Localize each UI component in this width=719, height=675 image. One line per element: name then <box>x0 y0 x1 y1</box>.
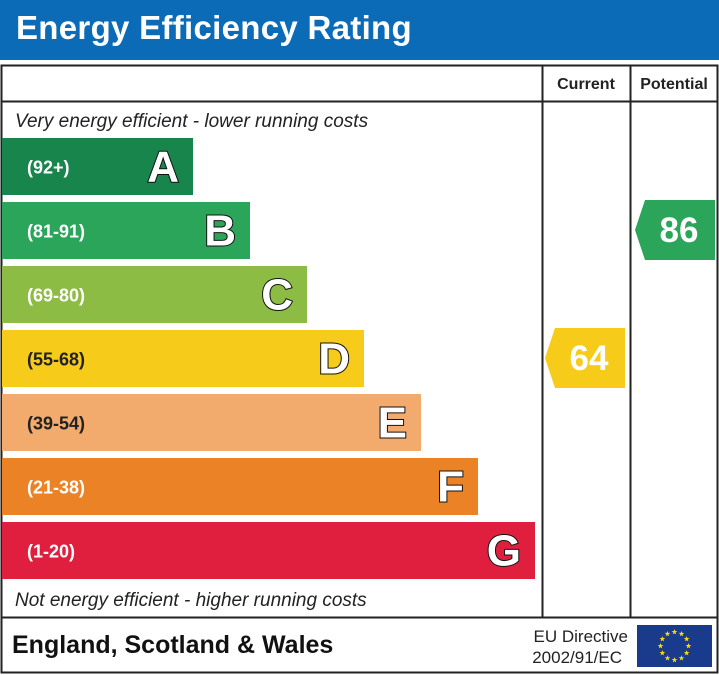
current-column-header: Current <box>557 76 615 93</box>
top-note: Very energy efficient - lower running co… <box>15 111 369 132</box>
region-label: England, Scotland & Wales <box>12 631 333 659</box>
eu-star <box>659 636 666 642</box>
eu-star <box>671 629 678 635</box>
bottom-note: Not energy efficient - higher running co… <box>15 590 367 611</box>
eu-star <box>664 630 671 637</box>
band-bar-b <box>2 202 250 259</box>
potential-rating-arrow <box>635 200 715 260</box>
eu-star <box>685 643 692 649</box>
directive-line1: EU Directive <box>534 627 628 646</box>
potential-rating-value: 86 <box>660 211 699 250</box>
potential-column-header: Potential <box>640 76 708 93</box>
band-letter: F <box>437 463 464 512</box>
eu-star <box>664 655 671 661</box>
band-letter: B <box>204 207 236 256</box>
eu-star <box>671 657 678 663</box>
current-rating-value: 64 <box>570 339 609 378</box>
band-e: (39-54) E <box>2 394 421 451</box>
page-title: Energy Efficiency Rating <box>16 9 412 46</box>
current-rating: 64 <box>545 328 625 388</box>
band-range-label: (39-54) <box>27 414 85 434</box>
eu-star <box>678 630 685 637</box>
band-letter: E <box>378 399 407 448</box>
eu-star <box>659 650 666 656</box>
header-bar: Energy Efficiency Rating <box>0 0 719 60</box>
band-g: (1-20) G <box>2 522 535 579</box>
band-f: (21-38) F <box>2 458 478 515</box>
eu-star <box>657 643 664 649</box>
band-bar-d <box>2 330 364 387</box>
eu-flag-icon <box>637 625 712 667</box>
eu-star <box>683 636 690 642</box>
directive-line2: 2002/91/EC <box>532 648 622 667</box>
band-range-label: (81-91) <box>27 222 85 242</box>
band-range-label: (21-38) <box>27 478 85 498</box>
band-b: (81-91) B <box>2 202 250 259</box>
eu-star <box>678 655 685 661</box>
eu-star <box>683 650 690 656</box>
band-bar-g <box>2 522 535 579</box>
current-rating-arrow <box>545 328 625 388</box>
band-letter: D <box>318 335 350 384</box>
band-letter: G <box>487 527 521 576</box>
band-letter: C <box>261 271 293 320</box>
band-d: (55-68) D <box>2 330 364 387</box>
band-range-label: (55-68) <box>27 350 85 370</box>
band-letter: A <box>147 143 179 192</box>
band-range-label: (69-80) <box>27 286 85 306</box>
band-bar-e <box>2 394 421 451</box>
band-a: (92+) A <box>2 138 193 195</box>
band-bar-c <box>2 266 307 323</box>
band-range-label: (1-20) <box>27 542 75 562</box>
potential-rating: 86 <box>635 200 715 260</box>
band-bar-f <box>2 458 478 515</box>
band-range-label: (92+) <box>27 158 70 178</box>
band-bar-a <box>2 138 193 195</box>
band-c: (69-80) C <box>2 266 307 323</box>
